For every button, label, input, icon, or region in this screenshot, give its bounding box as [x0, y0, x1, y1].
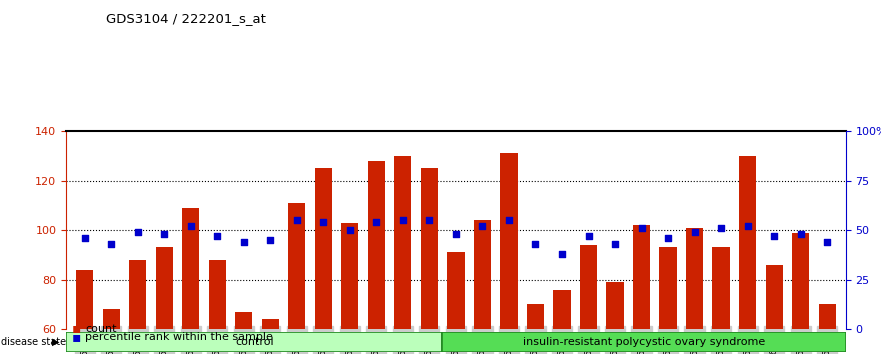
Point [422, 217, 436, 223]
Bar [448, 252, 464, 329]
Bar [367, 161, 385, 329]
Bar [792, 233, 810, 329]
Point [104, 241, 118, 247]
Bar [182, 208, 199, 329]
Bar [262, 319, 279, 329]
Bar [442, 332, 846, 352]
Text: ▪: ▪ [72, 321, 82, 336]
Bar [102, 309, 120, 329]
Point [820, 239, 834, 245]
Bar [606, 282, 624, 329]
Point [130, 229, 144, 235]
Point [555, 251, 569, 257]
Bar [500, 153, 517, 329]
Bar [395, 156, 411, 329]
Bar [209, 260, 226, 329]
Point [211, 233, 225, 239]
Bar [686, 228, 703, 329]
Text: ▪: ▪ [72, 330, 82, 344]
Point [343, 227, 357, 233]
Point [581, 233, 596, 239]
Point [741, 223, 755, 229]
Point [714, 225, 729, 231]
Text: disease state: disease state [1, 337, 66, 347]
Point [78, 235, 92, 241]
Text: ▶: ▶ [51, 337, 59, 347]
Point [157, 231, 171, 237]
Bar [288, 203, 306, 329]
Bar [315, 168, 332, 329]
Bar [66, 332, 442, 352]
Bar [739, 156, 756, 329]
Bar [633, 225, 650, 329]
Point [794, 231, 808, 237]
Bar [660, 247, 677, 329]
Point [263, 237, 278, 243]
Point [502, 217, 516, 223]
Bar [474, 220, 491, 329]
Point [316, 219, 330, 225]
Bar [553, 290, 571, 329]
Bar [713, 247, 729, 329]
Point [369, 219, 383, 225]
Bar [766, 265, 783, 329]
Bar [129, 260, 146, 329]
Bar [76, 270, 93, 329]
Bar [580, 245, 597, 329]
Text: percentile rank within the sample: percentile rank within the sample [85, 332, 273, 342]
Text: insulin-resistant polycystic ovary syndrome: insulin-resistant polycystic ovary syndr… [523, 337, 766, 347]
Bar [341, 223, 359, 329]
Point [687, 229, 701, 235]
Bar [235, 312, 252, 329]
Bar [156, 247, 173, 329]
Point [237, 239, 251, 245]
Point [183, 223, 197, 229]
Text: GDS3104 / 222201_s_at: GDS3104 / 222201_s_at [106, 12, 265, 25]
Point [661, 235, 675, 241]
Point [290, 217, 304, 223]
Text: count: count [85, 324, 117, 333]
Point [529, 241, 543, 247]
Point [767, 233, 781, 239]
Bar [818, 304, 836, 329]
Point [608, 241, 622, 247]
Bar [421, 168, 438, 329]
Point [396, 217, 410, 223]
Text: control: control [235, 337, 274, 347]
Bar [527, 304, 544, 329]
Point [634, 225, 648, 231]
Point [448, 231, 463, 237]
Point [476, 223, 490, 229]
